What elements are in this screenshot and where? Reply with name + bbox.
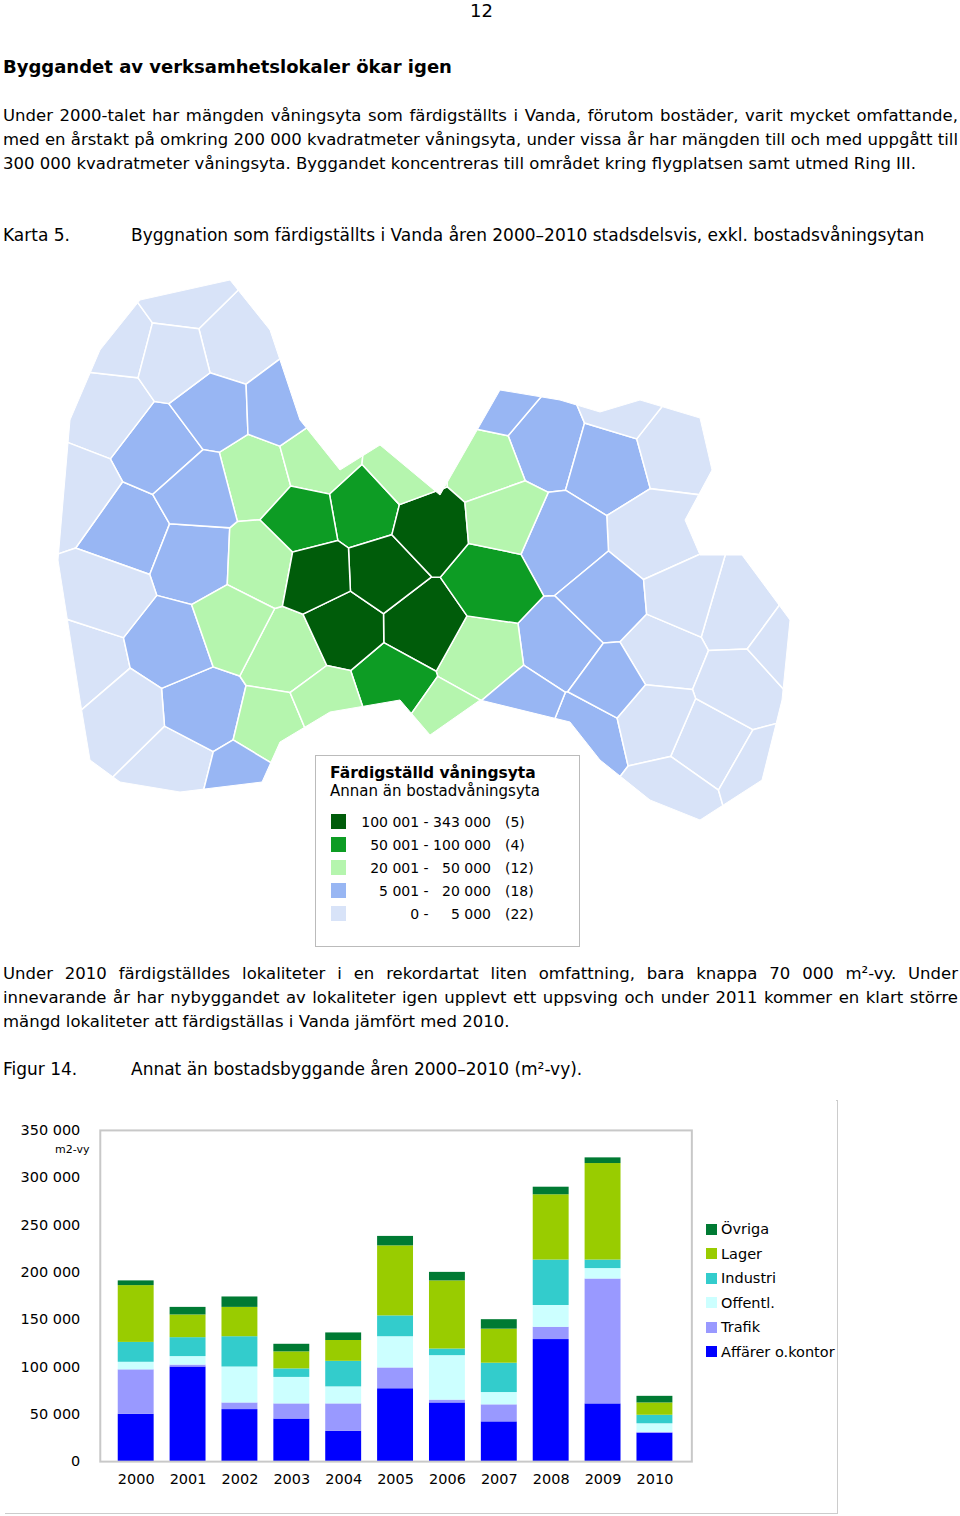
svg-text:350 000: 350 000 — [21, 1122, 81, 1138]
svg-text:2007: 2007 — [481, 1471, 518, 1487]
svg-text:300 000: 300 000 — [21, 1169, 81, 1185]
html-text:0 - 5 000: 0 - 5 000 — [410, 905, 491, 922]
html-text:(12): (12) — [505, 859, 534, 876]
html-text:Under 2010 färdigställdes loka: Under 2010 färdigställdes lokaliteter i … — [3, 964, 958, 1031]
html-text:(18): (18) — [505, 882, 534, 899]
html-text:Färdigställd våningsyta: Färdigställd våningsyta — [330, 764, 536, 782]
svg-text:2008: 2008 — [533, 1471, 570, 1487]
svg-text:0: 0 — [71, 1453, 80, 1469]
html-text:Figur 14.: Figur 14. — [3, 1059, 78, 1079]
html-text:(4): (4) — [505, 836, 525, 853]
svg-text:2000: 2000 — [118, 1471, 155, 1487]
html-text:Industri: Industri — [721, 1270, 777, 1287]
html-text:Övriga: Övriga — [721, 1221, 770, 1238]
svg-text:150 000: 150 000 — [21, 1311, 81, 1327]
svg-text:50 000: 50 000 — [30, 1406, 81, 1422]
html-text:(22): (22) — [505, 905, 534, 922]
svg-text:2003: 2003 — [273, 1471, 310, 1487]
html-text:5 001 - 20 000: 5 001 - 20 000 — [379, 882, 491, 899]
html-text:Lager: Lager — [721, 1245, 763, 1262]
html-text:100 001 - 343 000: 100 001 - 343 000 — [361, 813, 491, 830]
html-text:Annat än bostadsbyggande åren: Annat än bostadsbyggande åren 2000–2010 … — [131, 1059, 583, 1079]
html-text:(5): (5) — [505, 813, 525, 830]
svg-text:2004: 2004 — [325, 1471, 362, 1487]
html-text:50 001 - 100 000: 50 001 - 100 000 — [370, 836, 491, 853]
svg-text:250 000: 250 000 — [21, 1217, 81, 1233]
svg-text:2010: 2010 — [637, 1471, 674, 1487]
svg-text:100 000: 100 000 — [21, 1359, 81, 1375]
html-text:Offentl.: Offentl. — [721, 1294, 775, 1311]
html-text:20 001 - 50 000: 20 001 - 50 000 — [370, 859, 491, 876]
html-text:Affärer o.kontor: Affärer o.kontor — [721, 1343, 835, 1360]
html-text:12: 12 — [470, 0, 493, 21]
html-text:Byggandet av verksamhetslokale: Byggandet av verksamhetslokaler ökar ige… — [3, 56, 452, 77]
html-text:m2-vy: m2-vy — [55, 1143, 90, 1156]
html-text:Under 2000-talet har mängden v: Under 2000-talet har mängden våningsyta … — [3, 106, 958, 173]
html-text:Trafik: Trafik — [721, 1319, 761, 1336]
html-text:Byggnation som färdigställts i: Byggnation som färdigställts i Vanda åre… — [131, 225, 925, 245]
svg-text:2009: 2009 — [585, 1471, 622, 1487]
html-text:Annan än bostadvåningsyta: Annan än bostadvåningsyta — [330, 782, 540, 800]
svg-text:200 000: 200 000 — [21, 1264, 81, 1280]
svg-text:2005: 2005 — [377, 1471, 414, 1487]
svg-text:2006: 2006 — [429, 1471, 466, 1487]
svg-text:2002: 2002 — [222, 1471, 259, 1487]
svg-text:2001: 2001 — [170, 1471, 207, 1487]
html-text:Karta 5.: Karta 5. — [3, 225, 70, 245]
